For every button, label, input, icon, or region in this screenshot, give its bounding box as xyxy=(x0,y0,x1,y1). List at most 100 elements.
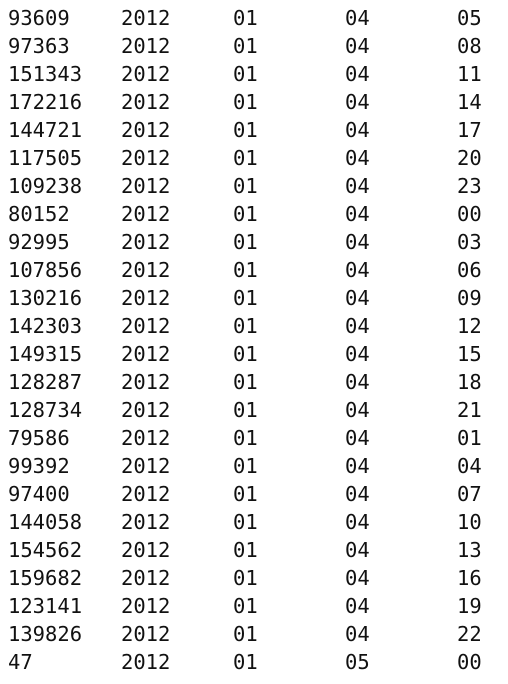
output-row: 97363 2012 01 04 08 xyxy=(8,32,504,60)
month-cell: 01 xyxy=(233,34,258,58)
day-cell: 05 xyxy=(345,650,370,674)
month-cell: 01 xyxy=(233,398,258,422)
day-cell: 04 xyxy=(345,230,370,254)
output-row: 123141 2012 01 04 19 xyxy=(8,592,504,620)
month-cell: 01 xyxy=(233,286,258,310)
count-cell: 159682 xyxy=(8,566,83,590)
day-cell: 04 xyxy=(345,90,370,114)
hour-cell: 13 xyxy=(457,538,482,562)
count-cell: 149315 xyxy=(8,342,83,366)
hour-cell: 05 xyxy=(457,6,482,30)
month-cell: 01 xyxy=(233,202,258,226)
output-row: 139826 2012 01 04 22 xyxy=(8,620,504,648)
output-row: 144721 2012 01 04 17 xyxy=(8,116,504,144)
day-cell: 04 xyxy=(345,174,370,198)
day-cell: 04 xyxy=(345,314,370,338)
count-cell: 128287 xyxy=(8,370,83,394)
count-cell: 123141 xyxy=(8,594,83,618)
output-rows: 93609 2012 01 04 05 97363 2012 01 04 08 151343 2012… xyxy=(8,4,504,676)
output-row: 99392 2012 01 04 04 xyxy=(8,452,504,480)
year-cell: 2012 xyxy=(121,622,171,646)
count-cell: 144058 xyxy=(8,510,83,534)
day-cell: 04 xyxy=(345,6,370,30)
month-cell: 01 xyxy=(233,510,258,534)
year-cell: 2012 xyxy=(121,510,171,534)
hour-cell: 08 xyxy=(457,34,482,58)
day-cell: 04 xyxy=(345,510,370,534)
year-cell: 2012 xyxy=(121,426,171,450)
year-cell: 2012 xyxy=(121,90,171,114)
count-cell: 144721 xyxy=(8,118,83,142)
year-cell: 2012 xyxy=(121,202,171,226)
hour-cell: 00 xyxy=(457,650,482,674)
output-row: 109238 2012 01 04 23 xyxy=(8,172,504,200)
output-row: 144058 2012 01 04 10 xyxy=(8,508,504,536)
output-row: 80152 2012 01 04 00 xyxy=(8,200,504,228)
output-row: 172216 2012 01 04 14 xyxy=(8,88,504,116)
hour-cell: 06 xyxy=(457,258,482,282)
output-row: 128734 2012 01 04 21 xyxy=(8,396,504,424)
day-cell: 04 xyxy=(345,426,370,450)
day-cell: 04 xyxy=(345,62,370,86)
month-cell: 01 xyxy=(233,62,258,86)
hour-cell: 07 xyxy=(457,482,482,506)
output-row: 117505 2012 01 04 20 xyxy=(8,144,504,172)
output-row: 151343 2012 01 04 11 xyxy=(8,60,504,88)
year-cell: 2012 xyxy=(121,286,171,310)
year-cell: 2012 xyxy=(121,370,171,394)
month-cell: 01 xyxy=(233,230,258,254)
count-cell: 93609 xyxy=(8,6,70,30)
year-cell: 2012 xyxy=(121,566,171,590)
count-cell: 97400 xyxy=(8,482,70,506)
year-cell: 2012 xyxy=(121,230,171,254)
year-cell: 2012 xyxy=(121,342,171,366)
count-cell: 172216 xyxy=(8,90,83,114)
output-row: 149315 2012 01 04 15 xyxy=(8,340,504,368)
month-cell: 01 xyxy=(233,6,258,30)
day-cell: 04 xyxy=(345,622,370,646)
day-cell: 04 xyxy=(345,118,370,142)
month-cell: 01 xyxy=(233,426,258,450)
month-cell: 01 xyxy=(233,566,258,590)
hour-cell: 04 xyxy=(457,454,482,478)
day-cell: 04 xyxy=(345,286,370,310)
month-cell: 01 xyxy=(233,174,258,198)
output-row: 97400 2012 01 04 07 xyxy=(8,480,504,508)
hour-cell: 18 xyxy=(457,370,482,394)
month-cell: 01 xyxy=(233,538,258,562)
month-cell: 01 xyxy=(233,482,258,506)
month-cell: 01 xyxy=(233,118,258,142)
year-cell: 2012 xyxy=(121,650,171,674)
hour-cell: 03 xyxy=(457,230,482,254)
hour-cell: 12 xyxy=(457,314,482,338)
month-cell: 01 xyxy=(233,314,258,338)
hour-cell: 15 xyxy=(457,342,482,366)
hour-cell: 21 xyxy=(457,398,482,422)
day-cell: 04 xyxy=(345,202,370,226)
count-cell: 130216 xyxy=(8,286,83,310)
output-row: 92995 2012 01 04 03 xyxy=(8,228,504,256)
day-cell: 04 xyxy=(345,594,370,618)
month-cell: 01 xyxy=(233,594,258,618)
hour-cell: 20 xyxy=(457,146,482,170)
year-cell: 2012 xyxy=(121,118,171,142)
output-row: 154562 2012 01 04 13 xyxy=(8,536,504,564)
output-row: 107856 2012 01 04 06 xyxy=(8,256,504,284)
count-cell: 47 xyxy=(8,650,33,674)
year-cell: 2012 xyxy=(121,6,171,30)
month-cell: 01 xyxy=(233,90,258,114)
day-cell: 04 xyxy=(345,538,370,562)
hour-cell: 19 xyxy=(457,594,482,618)
year-cell: 2012 xyxy=(121,62,171,86)
count-cell: 154562 xyxy=(8,538,83,562)
month-cell: 01 xyxy=(233,258,258,282)
output-row: 130216 2012 01 04 09 xyxy=(8,284,504,312)
output-row: 142303 2012 01 04 12 xyxy=(8,312,504,340)
hour-cell: 22 xyxy=(457,622,482,646)
day-cell: 04 xyxy=(345,566,370,590)
month-cell: 01 xyxy=(233,370,258,394)
count-cell: 109238 xyxy=(8,174,83,198)
month-cell: 01 xyxy=(233,342,258,366)
day-cell: 04 xyxy=(345,342,370,366)
month-cell: 01 xyxy=(233,650,258,674)
